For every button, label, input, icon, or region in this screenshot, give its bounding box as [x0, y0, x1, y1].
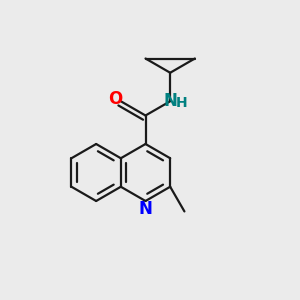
Text: N: N — [139, 200, 152, 217]
Text: N: N — [163, 92, 177, 110]
Text: H: H — [176, 96, 188, 110]
Text: O: O — [108, 90, 122, 108]
